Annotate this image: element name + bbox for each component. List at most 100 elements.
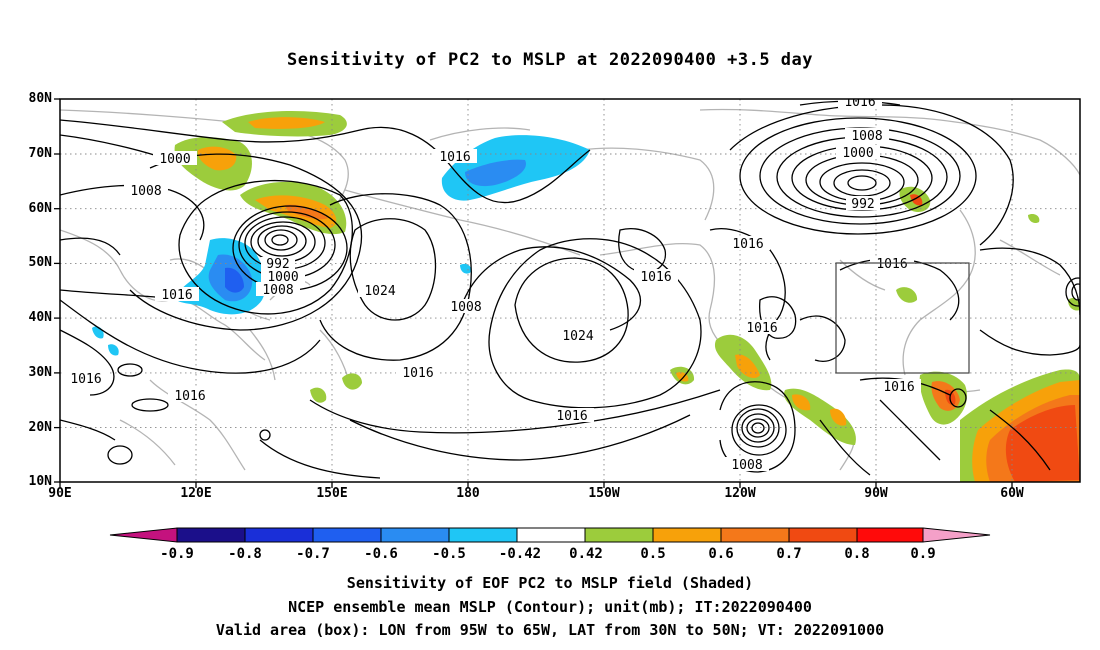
plot-frame xyxy=(59,98,1081,483)
tick-marks xyxy=(54,98,1013,488)
lat-label-70n: 70N xyxy=(28,146,52,161)
svg-text:1016: 1016 xyxy=(640,270,671,285)
lon-label-90e: 90E xyxy=(48,486,72,501)
contour-label-1000-70n-120e: 1000 xyxy=(153,151,197,167)
colorbar-box xyxy=(720,527,790,543)
contour-label-1024-37n-155w: 1024 xyxy=(556,328,600,344)
lon-label-60w: 60W xyxy=(1000,486,1024,501)
svg-text:1016: 1016 xyxy=(746,321,777,336)
contour-label-1016-52n-115w: 1016 xyxy=(726,236,770,252)
shade-positive-small-55n-60w xyxy=(1028,213,1040,224)
lat-label-10n: 10N xyxy=(28,474,52,489)
svg-text:1000: 1000 xyxy=(267,270,298,285)
colorbar-box xyxy=(584,527,654,543)
contour-label-992-60n-80w: 992 xyxy=(846,196,880,212)
contour-label-1024-45n-160e: 1024 xyxy=(358,283,402,299)
colorbar-label: -0.8 xyxy=(228,546,262,562)
svg-text:1016: 1016 xyxy=(402,366,433,381)
shade-positive-78n-140e xyxy=(222,110,347,137)
sensitivity-shading xyxy=(92,110,1080,482)
contour-label-1000-60n-80w: 1000 xyxy=(836,145,880,161)
colorbar-box xyxy=(516,527,586,543)
contour-label-1016-20n-160w: 1016 xyxy=(550,408,594,424)
contour-label-1016-45n-110e: 1016 xyxy=(155,287,199,303)
colorbar-box xyxy=(788,527,858,543)
colorbar xyxy=(109,527,991,543)
contour-label-1000-50n-140e: 1000 xyxy=(261,269,305,285)
lat-label-80n: 80N xyxy=(28,91,52,106)
svg-text:1016: 1016 xyxy=(556,409,587,424)
shade-positive-small-30n-165e xyxy=(342,373,362,390)
contour-label-1008-60n-105e: 1008 xyxy=(124,183,168,199)
colorbar-label: -0.5 xyxy=(432,546,466,562)
lat-label-60n: 60N xyxy=(28,201,52,216)
valid-area-box xyxy=(835,262,970,374)
colorbar-label: 0.8 xyxy=(844,546,870,562)
contour-label-1016-top: 1016 xyxy=(838,99,882,110)
shade-positive-20n-50w xyxy=(960,369,1080,482)
colorbar-box xyxy=(244,527,314,543)
contour-labels: 1016 1008 1000 992 1000 1008 1016 1024 1… xyxy=(64,99,921,473)
lon-label-120e: 120E xyxy=(180,486,212,501)
colorbar-low-arrow xyxy=(109,527,178,543)
colorbar-label: -0.6 xyxy=(364,546,398,562)
colorbar-box xyxy=(380,527,450,543)
shade-positive-60n-145e xyxy=(240,181,347,235)
svg-text:1016: 1016 xyxy=(883,380,914,395)
shade-positive-25n-60w xyxy=(919,371,967,425)
shade-positive-45n-80w xyxy=(896,287,918,303)
svg-text:1016: 1016 xyxy=(732,237,763,252)
contour-label-1008-15n-115w: 1008 xyxy=(725,457,769,473)
footer-line-2: NCEP ensemble mean MSLP (Contour); unit(… xyxy=(288,598,812,616)
colorbar-box xyxy=(176,527,246,543)
colorbar-label: -0.7 xyxy=(296,546,330,562)
lat-label-40n: 40N xyxy=(28,310,52,325)
contour-label-1008-47n-140e: 1008 xyxy=(256,282,300,298)
shade-positive-small-25n-150e xyxy=(310,387,327,403)
svg-text:1016: 1016 xyxy=(439,150,470,165)
svg-text:1000: 1000 xyxy=(842,146,873,161)
colorbar-box xyxy=(448,527,518,543)
svg-text:1008: 1008 xyxy=(731,458,762,473)
shade-positive-70n-130e xyxy=(174,137,252,191)
svg-text:1024: 1024 xyxy=(364,284,395,299)
svg-text:1016: 1016 xyxy=(70,372,101,387)
lat-label-50n: 50N xyxy=(28,255,52,270)
colorbar-box xyxy=(652,527,722,543)
shade-positive-small-40n-55w xyxy=(1068,298,1080,311)
contour-label-992-52n-140e: 992 xyxy=(261,257,295,272)
colorbar-label: -0.42 xyxy=(498,546,542,562)
contour-label-1016-26n-115e: 1016 xyxy=(168,388,212,404)
svg-text:1016: 1016 xyxy=(161,288,192,303)
contour-label-1008-43n-175e: 1008 xyxy=(444,299,488,315)
contour-label-1016-50n-80w: 1016 xyxy=(870,256,914,272)
lon-label-180: 180 xyxy=(456,486,480,501)
colorbar-label: 0.9 xyxy=(910,546,936,562)
shade-negative-65n-175e xyxy=(441,135,590,201)
svg-text:992: 992 xyxy=(851,197,874,212)
colorbar-box xyxy=(312,527,382,543)
lon-label-90w: 90W xyxy=(864,486,888,501)
contour-label-1008-60n-80w: 1008 xyxy=(845,128,889,144)
contour-label-1016-48n-135w: 1016 xyxy=(634,269,678,285)
colorbar-label: 0.42 xyxy=(569,546,603,562)
footer-line-3: Valid area (box): LON from 95W to 65W, L… xyxy=(215,621,885,639)
chart-title: Sensitivity of PC2 to MSLP at 2022090400… xyxy=(286,50,813,70)
svg-text:1008: 1008 xyxy=(851,129,882,144)
lon-label-120w: 120W xyxy=(724,486,756,501)
colorbar-box xyxy=(856,527,924,543)
lat-label-30n: 30N xyxy=(28,365,52,380)
shade-negative-small-50n-175e xyxy=(460,263,472,274)
svg-text:1008: 1008 xyxy=(130,184,161,199)
footer-line-1: Sensitivity of EOF PC2 to MSLP field (Sh… xyxy=(346,574,754,592)
svg-text:1000: 1000 xyxy=(159,152,190,167)
shade-positive-20n-100w xyxy=(784,388,856,445)
svg-text:992: 992 xyxy=(266,257,289,272)
contour-label-1016-38n-115w: 1016 xyxy=(740,320,784,336)
lon-label-150w: 150W xyxy=(588,486,620,501)
svg-text:1016: 1016 xyxy=(876,257,907,272)
colorbar-label: 0.5 xyxy=(640,546,666,562)
svg-text:1016: 1016 xyxy=(174,389,205,404)
svg-text:1008: 1008 xyxy=(450,300,481,315)
